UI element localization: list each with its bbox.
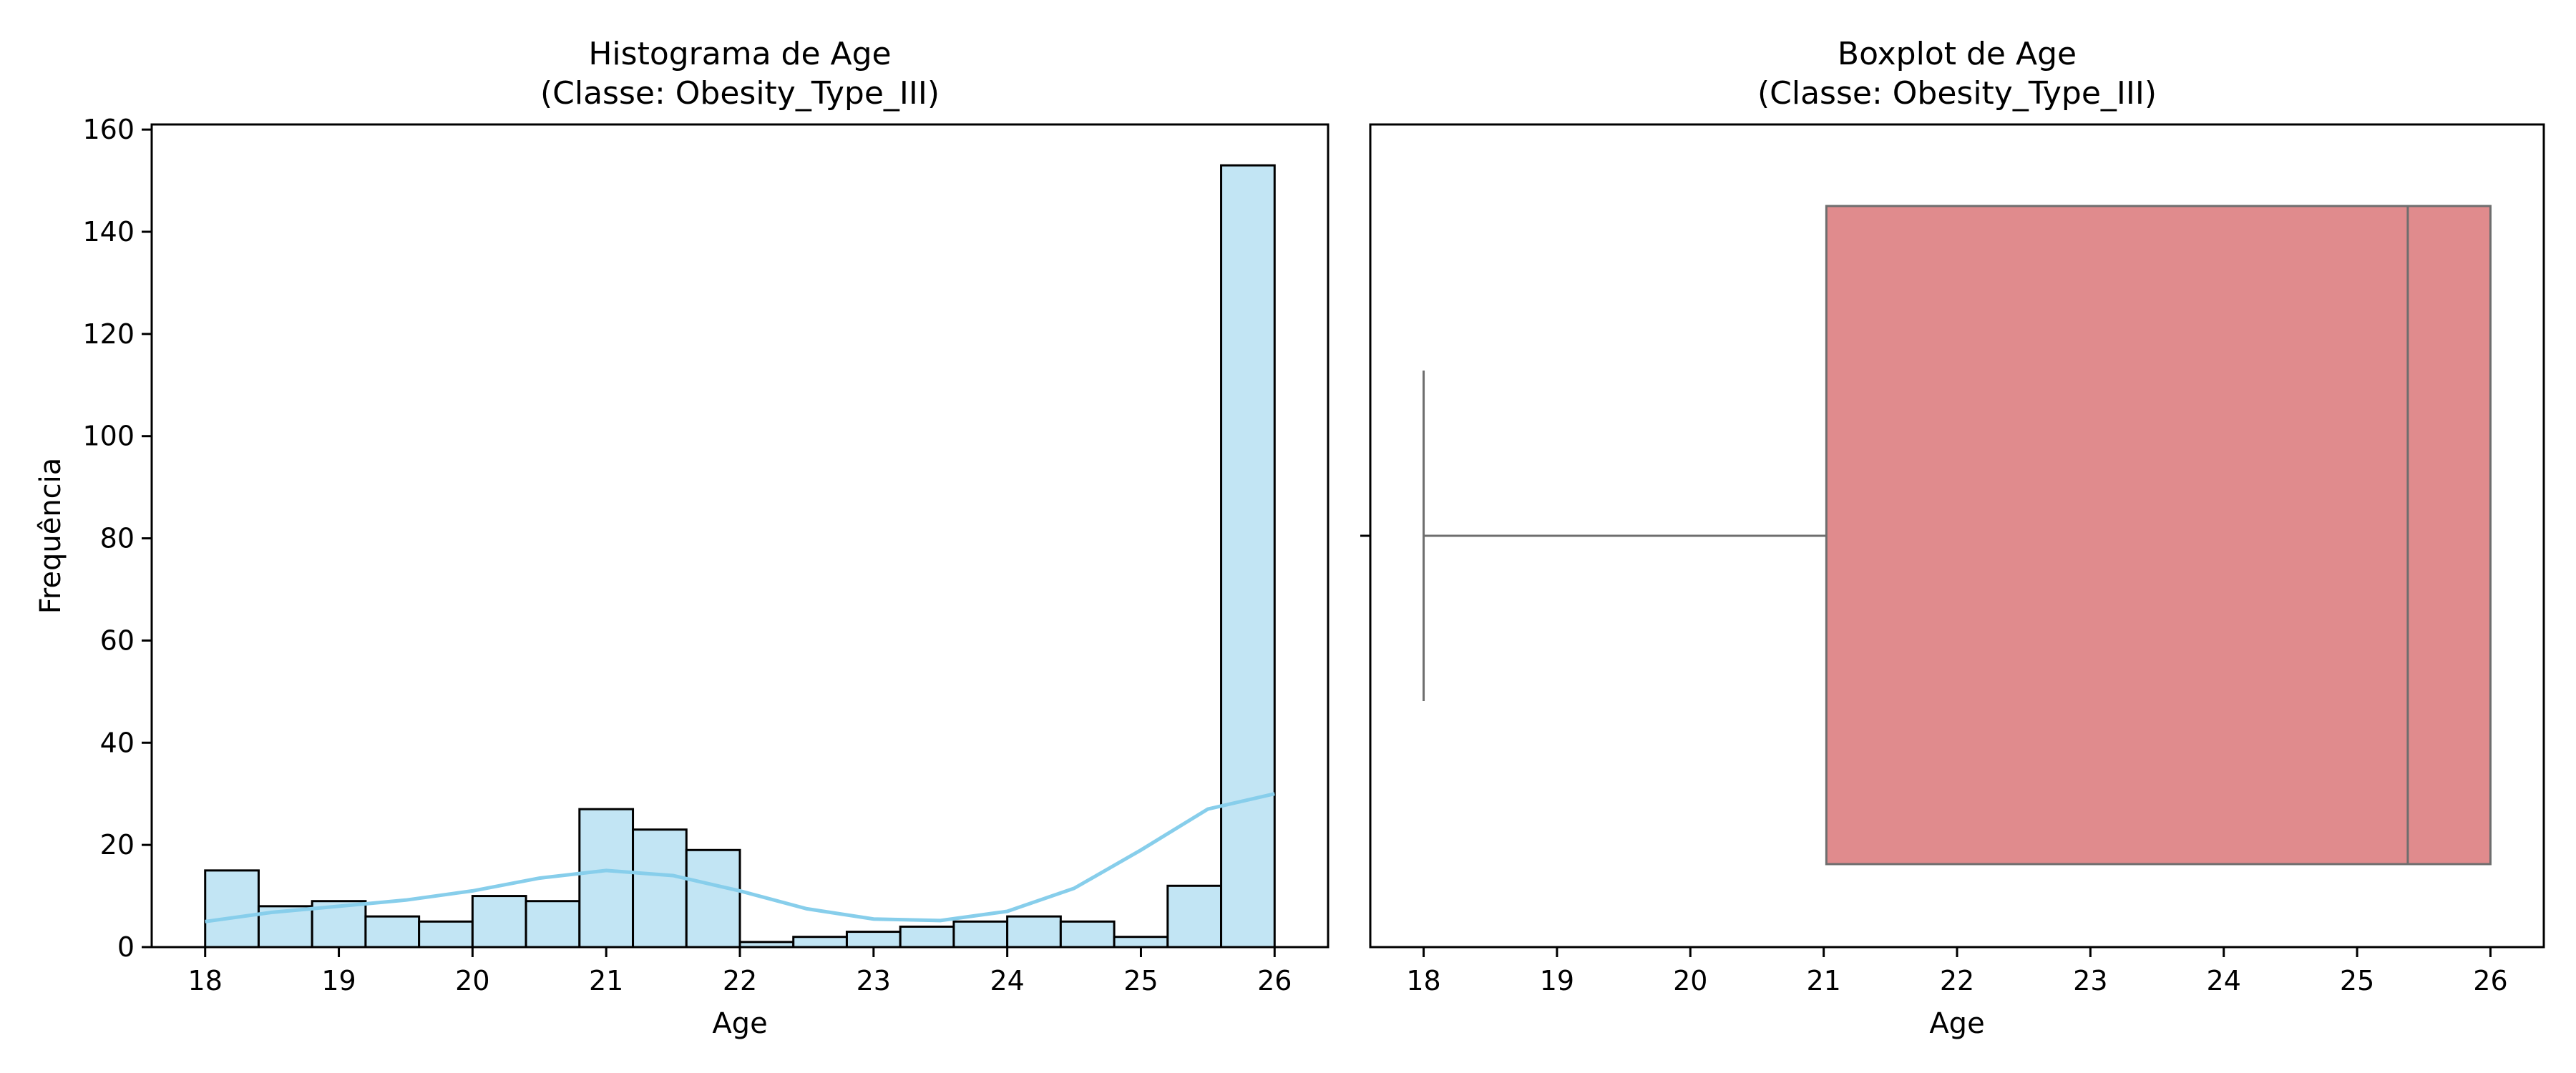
histogram-y-tick-label: 80 — [100, 523, 135, 554]
histogram-bar — [1166, 884, 1223, 949]
histogram-y-tick-label: 60 — [100, 624, 135, 656]
histogram-x-tick-label: 19 — [321, 965, 356, 996]
histogram-y-tick-label: 140 — [82, 216, 135, 248]
histogram-bar — [1059, 920, 1116, 949]
histogram-x-tick-label: 20 — [455, 965, 489, 996]
histogram-title-line2: (Classe: Obesity_Type_III) — [540, 75, 940, 112]
boxplot-x-tick-label: 26 — [2473, 965, 2507, 996]
histogram-x-tick-label: 26 — [1257, 965, 1292, 996]
histogram-plot-frame — [150, 123, 1330, 949]
histogram-bar — [952, 920, 1009, 949]
histogram-bar — [845, 931, 902, 949]
boxplot-x-tick-label: 18 — [1406, 965, 1440, 996]
histogram-x-tick-label: 23 — [857, 965, 891, 996]
histogram-bar — [418, 920, 474, 949]
histogram-panel: Histograma de Age (Classe: Obesity_Type_… — [34, 36, 1330, 1040]
histogram-bar — [1113, 936, 1169, 949]
histogram-bar — [525, 900, 581, 949]
boxplot-x-ticks: 18 19 20 21 22 23 24 25 26 — [1406, 947, 2508, 996]
histogram-x-tick-label: 24 — [990, 965, 1024, 996]
boxplot-x-axis-label: Age — [1929, 1007, 1984, 1040]
histogram-y-ticks: 0 20 40 60 80 100 120 140 160 — [82, 114, 152, 963]
histogram-y-tick-label: 160 — [82, 114, 135, 145]
histogram-bar — [1006, 915, 1062, 949]
boxplot-panel: Boxplot de Age (Classe: Obesity_Type_III… — [1360, 36, 2545, 1040]
boxplot-x-tick-label: 24 — [2207, 965, 2241, 996]
histogram-bar — [364, 915, 421, 949]
boxplot-box — [1825, 205, 2492, 866]
boxplot-x-tick-label: 22 — [1940, 965, 1974, 996]
histogram-bar — [471, 895, 527, 949]
boxplot-plot-frame — [1369, 123, 2545, 949]
histogram-x-axis-label: Age — [712, 1007, 767, 1040]
histogram-x-tick-label: 22 — [723, 965, 757, 996]
histogram-bar — [632, 828, 688, 949]
histogram-title-line1: Histograma de Age — [588, 36, 891, 72]
histogram-bar — [899, 925, 955, 949]
boxplot-x-tick-label: 19 — [1540, 965, 1574, 996]
histogram-kde-line — [205, 792, 1275, 923]
histogram-bar — [204, 869, 260, 949]
histogram-y-tick-label: 100 — [82, 421, 135, 452]
boxplot-marks — [1423, 205, 2492, 866]
histogram-bar — [311, 900, 367, 949]
boxplot-x-tick-label: 20 — [1673, 965, 1707, 996]
boxplot-x-tick-label: 21 — [1806, 965, 1840, 996]
histogram-bar — [1220, 164, 1276, 949]
histogram-y-tick-label: 20 — [100, 829, 135, 861]
boxplot-x-tick-label: 25 — [2340, 965, 2374, 996]
histogram-y-tick-label: 0 — [117, 931, 135, 963]
histogram-bar — [578, 808, 635, 949]
histogram-y-tick-label: 40 — [100, 727, 135, 758]
histogram-x-ticks: 18 19 20 21 22 23 24 25 26 — [188, 947, 1292, 996]
histogram-x-tick-label: 18 — [188, 965, 223, 996]
histogram-y-axis-label: Frequência — [34, 458, 67, 614]
boxplot-title-line2: (Classe: Obesity_Type_III) — [1757, 75, 2157, 112]
histogram-bar — [685, 848, 741, 949]
boxplot-x-tick-label: 23 — [2073, 965, 2107, 996]
histogram-x-tick-label: 21 — [589, 965, 623, 996]
boxplot-title-line1: Boxplot de Age — [1838, 36, 2077, 72]
histogram-y-tick-label: 120 — [82, 318, 135, 350]
histogram-x-tick-label: 25 — [1123, 965, 1158, 996]
histogram-bars — [204, 164, 1276, 949]
histogram-bar — [792, 936, 848, 949]
